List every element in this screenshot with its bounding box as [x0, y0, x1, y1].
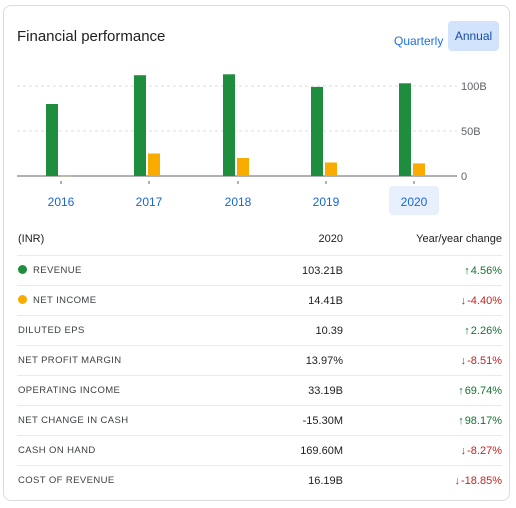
year-label-2018[interactable]: 2018: [225, 195, 252, 209]
year-label-2020[interactable]: 2020: [401, 195, 428, 209]
revenue-bar-2018[interactable]: [223, 74, 235, 176]
net-income-bar-2020[interactable]: [413, 163, 425, 176]
revenue-bar-2019[interactable]: [311, 86, 323, 176]
row-label-text: NET INCOME: [33, 295, 97, 306]
table-row: REVENUE 103.21B ↑4.56%: [17, 255, 502, 286]
row-label: NET PROFIT MARGIN: [17, 345, 238, 376]
arrow-down-icon: ↓: [460, 354, 467, 367]
row-label-text: DILUTED EPS: [18, 325, 85, 336]
annual-toggle[interactable]: Annual: [448, 21, 499, 51]
arrow-up-icon: ↑: [458, 414, 464, 427]
revenue-legend-dot-icon: [18, 265, 27, 274]
row-label: COST OF REVENUE: [17, 466, 238, 496]
row-value: -15.30M: [238, 405, 343, 436]
financial-performance-card: Financial performance Quarterly Annual 1…: [3, 5, 510, 501]
change-value: -4.40%: [467, 294, 502, 307]
table-row: DILUTED EPS 10.39 ↑2.26%: [17, 315, 502, 346]
net-income-bar-2016[interactable]: [60, 175, 72, 177]
row-label: CASH ON HAND: [17, 435, 238, 466]
table-row: NET INCOME 14.41B ↓-4.40%: [17, 285, 502, 316]
arrow-up-icon: ↑: [458, 384, 464, 397]
change-value: 98.17%: [464, 414, 502, 427]
row-change: ↓-18.85%: [343, 466, 502, 496]
row-label: REVENUE: [17, 255, 238, 286]
arrow-down-icon: ↓: [460, 444, 467, 457]
table-row: OPERATING INCOME 33.19B ↑69.74%: [17, 375, 502, 406]
row-value: 10.39: [238, 315, 343, 346]
financial-bar-chart: 100B 50B 0 2016 2017 2018 2019 2020: [17, 74, 487, 209]
net-income-bar-2018[interactable]: [237, 158, 249, 176]
table-row: CASH ON HAND 169.60M ↓-8.27%: [17, 435, 502, 466]
table-header-row: (INR) 2020 Year/year change: [17, 223, 502, 256]
row-label: OPERATING INCOME: [17, 375, 238, 406]
change-value: 2.26%: [470, 324, 502, 337]
net-income-legend-dot-icon: [18, 295, 27, 304]
row-change: ↓-8.51%: [343, 345, 502, 376]
change-value: -8.27%: [467, 444, 502, 457]
row-value: 103.21B: [238, 255, 343, 286]
row-label: NET CHANGE IN CASH: [17, 405, 238, 436]
change-value: -8.51%: [467, 354, 502, 367]
y-tick-label: 50B: [461, 126, 481, 138]
card-title: Financial performance: [17, 28, 166, 45]
row-value: 169.60M: [238, 435, 343, 466]
row-label-text: CASH ON HAND: [18, 445, 96, 456]
row-value: 14.41B: [238, 285, 343, 316]
table-row: COST OF REVENUE 16.19B ↓-18.85%: [17, 466, 502, 496]
row-value: 16.19B: [308, 474, 343, 487]
row-label-text: NET CHANGE IN CASH: [18, 415, 129, 426]
revenue-bar-2020[interactable]: [399, 83, 411, 176]
arrow-up-icon: ↑: [464, 264, 470, 277]
row-value: 13.97%: [238, 345, 343, 376]
year-label-2017[interactable]: 2017: [136, 195, 163, 209]
year-label-2019[interactable]: 2019: [313, 195, 340, 209]
arrow-up-icon: ↑: [464, 324, 470, 337]
revenue-bar-2016[interactable]: [46, 104, 58, 176]
row-label-text: OPERATING INCOME: [18, 385, 121, 396]
row-label: DILUTED EPS: [17, 315, 238, 346]
net-income-bar-2017[interactable]: [148, 153, 160, 177]
selected-year-highlight: [389, 186, 439, 215]
row-change: ↑98.17%: [343, 405, 502, 436]
row-change: ↑2.26%: [343, 315, 502, 346]
row-change: ↑4.56%: [343, 255, 502, 286]
row-change: ↓-8.27%: [343, 435, 502, 466]
revenue-bar-2017[interactable]: [134, 75, 146, 176]
arrow-down-icon: ↓: [460, 294, 467, 307]
change-value: 69.74%: [464, 384, 502, 397]
row-value: 33.19B: [238, 375, 343, 406]
change-header: Year/year change: [343, 223, 502, 256]
table-row: NET PROFIT MARGIN 13.97% ↓-8.51%: [17, 345, 502, 376]
table-row: NET CHANGE IN CASH -15.30M ↑98.17%: [17, 405, 502, 436]
arrow-down-icon: ↓: [454, 474, 461, 487]
row-label-text: COST OF REVENUE: [18, 475, 115, 486]
row-label-text: NET PROFIT MARGIN: [18, 355, 122, 366]
row-label: NET INCOME: [17, 285, 238, 316]
row-change: ↑69.74%: [343, 375, 502, 406]
y-tick-label: 100B: [461, 81, 487, 93]
row-label-text: REVENUE: [33, 265, 82, 276]
quarterly-toggle[interactable]: Quarterly: [394, 34, 444, 48]
change-value: 4.56%: [470, 264, 502, 277]
currency-header: (INR): [17, 223, 238, 256]
net-income-bar-2019[interactable]: [325, 162, 337, 177]
change-value: -18.85%: [461, 474, 502, 487]
row-change: ↓-4.40%: [343, 285, 502, 316]
year-label-2016[interactable]: 2016: [48, 195, 75, 209]
y-tick-label: 0: [461, 171, 467, 183]
year-header: 2020: [238, 223, 343, 256]
financial-table: (INR) 2020 Year/year change REVENUE 103.2…: [17, 223, 502, 495]
